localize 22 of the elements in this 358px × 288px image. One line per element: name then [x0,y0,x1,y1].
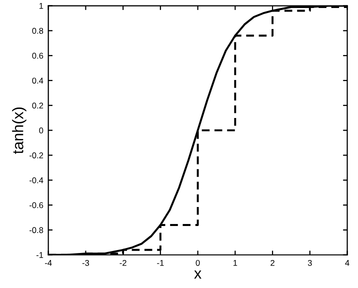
x-tick-label: 1 [233,260,238,266]
y-tick-label: -0.2 [29,152,44,158]
x-tick-label: -1 [157,260,164,266]
y-tick-label: 1 [39,3,44,9]
y-tick-label: 0.4 [32,78,44,84]
y-tick-label: 0 [39,128,44,134]
y-tick-label: 0.8 [32,28,44,34]
x-tick-label: -3 [82,260,90,266]
x-tick-label: -2 [120,260,126,266]
y-tick-label: -0.4 [29,177,44,184]
x-tick-label: -4 [44,260,52,266]
x-tick-label: 2 [270,260,274,266]
y-tick-label: 0.2 [32,102,44,109]
y-tick-label: -0.8 [29,227,44,234]
y-tick-label: -0.6 [29,202,44,208]
x-tick-label: 0 [196,260,200,266]
x-tick-label: 4 [345,260,350,266]
y-tick-label: -1 [36,252,44,258]
x-tick-label: 3 [308,260,312,266]
x-axis-title: x [194,270,202,279]
y-tick-label: 0.6 [32,52,44,59]
y-axis-title: tanh(x) [12,107,26,154]
